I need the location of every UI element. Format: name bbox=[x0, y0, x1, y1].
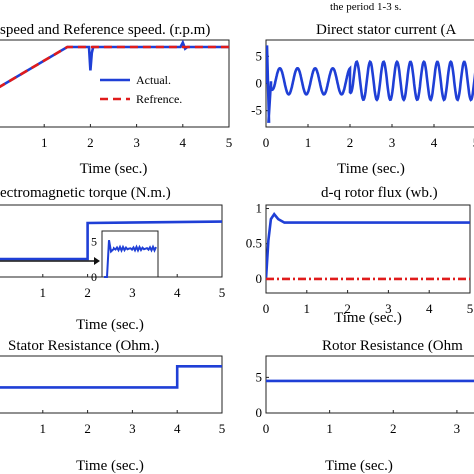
x-tick-label: 2 bbox=[87, 135, 94, 150]
x-tick-label: 1 bbox=[40, 421, 47, 436]
y-tick-label: 1 bbox=[256, 201, 263, 216]
x-tick-label: 3 bbox=[133, 135, 140, 150]
plot-frame bbox=[0, 39, 230, 128]
x-tick-label: 3 bbox=[129, 285, 136, 300]
inset-series-line bbox=[104, 240, 157, 278]
x-tick-label: 2 bbox=[344, 301, 351, 316]
x-tick-label: 1 bbox=[40, 285, 47, 300]
x-tick-label: 0 bbox=[263, 301, 270, 316]
x-tick-label: 1 bbox=[326, 421, 333, 436]
plot-frame bbox=[0, 355, 223, 414]
x-tick-label: 4 bbox=[174, 285, 181, 300]
x-axis-label: Time (sec.) bbox=[325, 458, 393, 474]
x-tick-label: 4 bbox=[174, 421, 181, 436]
y-tick-label: 0 bbox=[256, 76, 263, 91]
y-tick-label: -5 bbox=[251, 103, 262, 118]
chart-rr: Rotor Resistance (Ohm 0 1 2 3 5 0 Time (sec.) bbox=[256, 338, 474, 474]
plot-frame bbox=[265, 355, 474, 414]
x-tick-label: 5 bbox=[219, 285, 226, 300]
x-tick-label: 5 bbox=[473, 135, 474, 150]
x-tick-label: 5 bbox=[467, 301, 474, 316]
chart-flux: d-q rotor flux (wb.) 0 1 2 3 4 5 1 0.5 0 Time (sec… bbox=[246, 185, 474, 326]
series-line-1 bbox=[0, 365, 222, 389]
x-tick-label: 1 bbox=[41, 135, 48, 150]
chart-title: Direct stator current (A bbox=[316, 22, 457, 38]
x-tick-label: 0 bbox=[263, 135, 270, 150]
inset-arrow-head bbox=[94, 257, 100, 265]
chart-rs: Stator Resistance (Ohm.) 1 2 3 4 5 Time (sec.) bbox=[0, 338, 225, 474]
inset-y-tick-label: 0 bbox=[91, 270, 97, 284]
x-tick-label: 3 bbox=[129, 421, 136, 436]
x-tick-label: 2 bbox=[390, 421, 397, 436]
legend-entry: Refrence. bbox=[136, 92, 182, 106]
series-line-1 bbox=[266, 45, 474, 123]
x-tick-label: 4 bbox=[426, 301, 433, 316]
x-tick-label: 2 bbox=[347, 135, 354, 150]
x-tick-label: 1 bbox=[305, 135, 312, 150]
x-tick-label: 5 bbox=[219, 421, 226, 436]
x-tick-label: 4 bbox=[180, 135, 187, 150]
chart-title: Stator Resistance (Ohm.) bbox=[8, 338, 159, 354]
x-tick-label: 1 bbox=[304, 301, 311, 316]
y-tick-label: 0 bbox=[256, 271, 263, 286]
y-tick-label: 5 bbox=[256, 48, 263, 63]
chart-title: speed and Reference speed. (r.p.m) bbox=[0, 22, 210, 38]
x-tick-label: 5 bbox=[226, 135, 233, 150]
top-caption: the period 1-3 s. bbox=[330, 1, 402, 13]
x-axis-label: Time (sec.) bbox=[76, 317, 144, 333]
series-line-1 bbox=[266, 212, 470, 279]
plot-frame bbox=[265, 204, 471, 294]
inset-frame bbox=[101, 230, 159, 278]
x-tick-label: 2 bbox=[84, 421, 91, 436]
chart-torque: ectromagnetic torque (N.m.) 1 2 3 4 5 Time (se… bbox=[0, 185, 225, 333]
x-tick-label: 0 bbox=[263, 421, 270, 436]
chart-title: Rotor Resistance (Ohm bbox=[322, 338, 463, 354]
inset-y-tick-label: 5 bbox=[91, 235, 97, 249]
y-tick-label: 0 bbox=[256, 405, 263, 420]
x-axis-label: Time (sec.) bbox=[337, 161, 405, 177]
series-line-1 bbox=[0, 220, 222, 261]
y-tick-label: 0.5 bbox=[246, 236, 262, 251]
x-axis-label: Time (sec.) bbox=[80, 161, 148, 177]
x-tick-label: 4 bbox=[431, 135, 438, 150]
chart-title: d-q rotor flux (wb.) bbox=[321, 185, 438, 201]
x-axis-label: Time (sec.) bbox=[76, 458, 144, 474]
plot-frame bbox=[265, 39, 474, 128]
x-axis-label: Time (sec.) bbox=[334, 310, 402, 326]
x-tick-label: 3 bbox=[454, 421, 461, 436]
y-tick-label: 5 bbox=[256, 369, 263, 384]
chart-speed: speed and Reference speed. (r.p.m) 1 2 3 4 5 T… bbox=[0, 22, 232, 177]
x-tick-label: 3 bbox=[389, 135, 396, 150]
series-line-2 bbox=[0, 45, 229, 89]
chart-title: ectromagnetic torque (N.m.) bbox=[0, 185, 171, 201]
x-tick-label: 2 bbox=[84, 285, 91, 300]
chart-current: Direct stator current (A 0 1 2 3 4 5 5 0 -5 Time (… bbox=[251, 22, 474, 177]
x-tick-label: 3 bbox=[385, 301, 392, 316]
legend-entry: Actual. bbox=[136, 73, 171, 87]
